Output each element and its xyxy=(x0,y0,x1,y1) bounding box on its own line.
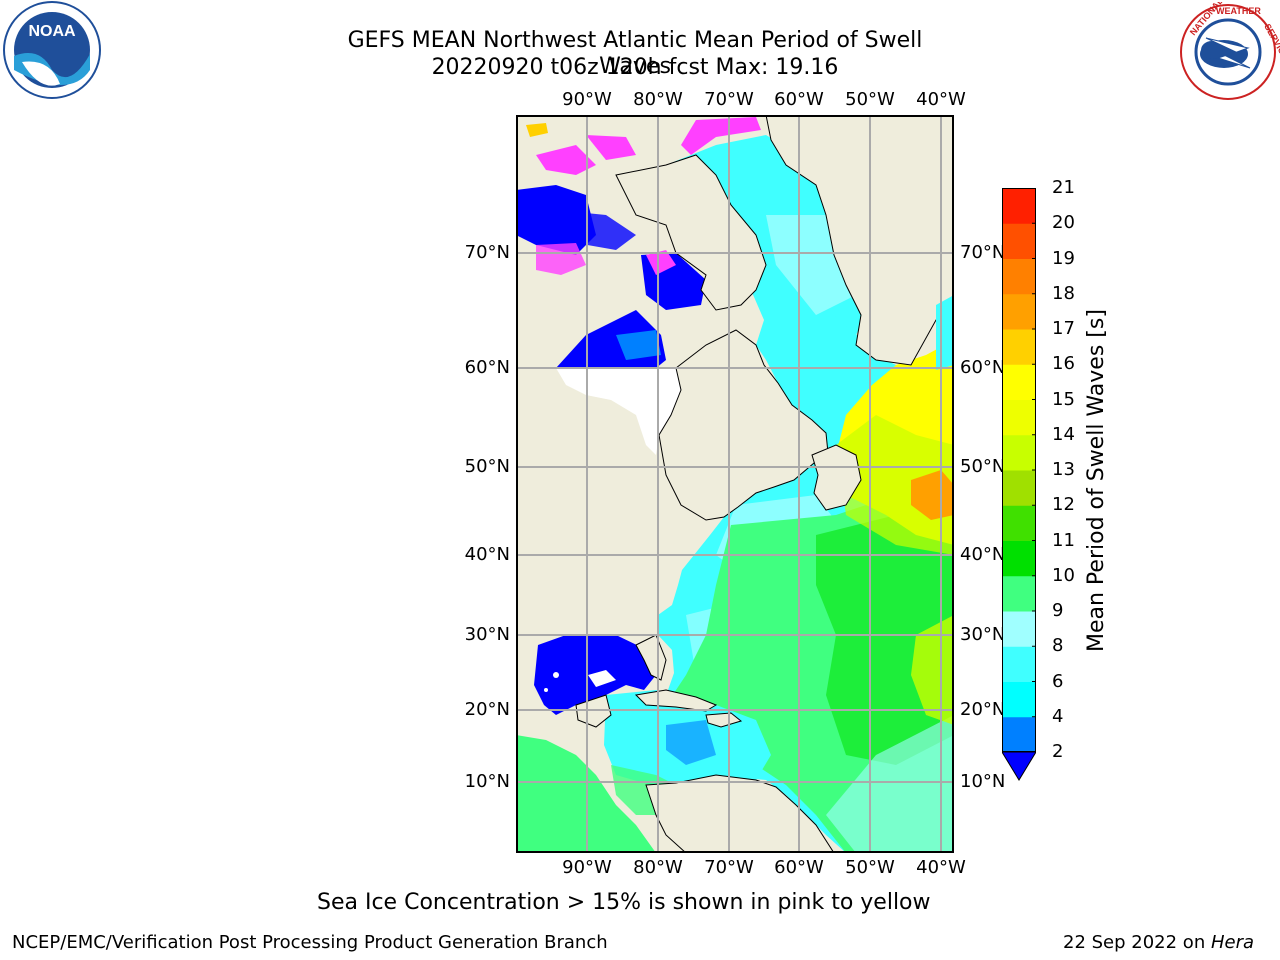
caribbean-dark-patch xyxy=(666,720,716,765)
newfoundland xyxy=(811,444,862,511)
sea-ice-pink-5 xyxy=(646,250,676,275)
sea-ice-note: Sea Ice Concentration > 15% is shown in … xyxy=(317,890,931,915)
colorbar-bin xyxy=(1002,470,1036,506)
lat-label-right-30n: 30°N xyxy=(960,624,1006,645)
colorbar-tick-label: 13 xyxy=(1052,459,1075,480)
lat-label-left-10n: 10°N xyxy=(464,771,510,792)
lon-label-top-40w: 40°W xyxy=(916,89,966,110)
map-svg xyxy=(516,115,954,853)
lon-label-top-70w: 70°W xyxy=(704,89,754,110)
lat-label-left-40n: 40°N xyxy=(464,544,510,565)
lat-label-right-50n: 50°N xyxy=(960,456,1006,477)
labrador-land xyxy=(658,329,829,521)
colorbar-bin xyxy=(1002,505,1036,541)
colorbar-bin xyxy=(1002,681,1036,718)
colorbar-tick-label: 6 xyxy=(1052,670,1064,692)
colorbar-tick-label: 4 xyxy=(1052,705,1064,727)
date-label: 22 Sep 2022 on Hera xyxy=(1063,932,1254,953)
colorbar-tick-label: 2 xyxy=(1052,741,1064,762)
colorbar-tick-label: 19 xyxy=(1052,247,1075,269)
colorbar-bin xyxy=(1002,540,1036,577)
lat-label-left-50n: 50°N xyxy=(464,456,510,477)
colorbar-tick-label: 18 xyxy=(1052,282,1075,304)
colorbar-tick-label: 21 xyxy=(1052,177,1075,198)
colorbar-tick-label: 10 xyxy=(1052,564,1075,586)
lon-label-top-60w: 60°W xyxy=(774,89,824,110)
lat-label-right-10n: 10°N xyxy=(960,771,1006,792)
chart-title: GEFS MEAN Northwest Atlantic Mean Period… xyxy=(347,28,923,79)
sea-ice-yellow xyxy=(526,123,548,137)
colorbar-tick-label: 16 xyxy=(1052,353,1075,375)
map-panel xyxy=(516,115,954,853)
hispaniola xyxy=(705,712,743,728)
lat-label-left-20n: 20°N xyxy=(464,699,510,720)
colorbar-bin xyxy=(1002,188,1036,224)
south-america xyxy=(645,774,835,853)
colorbar-bin xyxy=(1002,364,1036,400)
lon-label-bottom-60w: 60°W xyxy=(774,857,824,878)
noaa-logo: NOAA xyxy=(0,0,104,104)
hudson-bay-cyan xyxy=(616,330,661,360)
noaa-logo-text: NOAA xyxy=(28,23,76,40)
colorbar-title: Mean Period of Swell Waves [s] xyxy=(1084,309,1109,652)
lat-label-left-60n: 60°N xyxy=(464,357,510,378)
colorbar-tick-label: 12 xyxy=(1052,494,1075,516)
ocean-yellow-south xyxy=(911,615,954,725)
svg-text:WEATHER: WEATHER xyxy=(1216,6,1261,16)
colorbar-tick-label: 14 xyxy=(1052,423,1075,445)
cuba xyxy=(634,689,718,712)
colorbar-bin xyxy=(1002,223,1036,259)
colorbar xyxy=(1001,187,1037,782)
lat-label-left-30n: 30°N xyxy=(464,624,510,645)
sea-ice-pink-4 xyxy=(536,243,586,275)
greenland-sea-water xyxy=(936,295,954,370)
lon-label-bottom-50w: 50°W xyxy=(845,857,895,878)
lon-label-bottom-90w: 90°W xyxy=(562,857,612,878)
ocean-orange-patch xyxy=(911,470,954,520)
lon-label-top-80w: 80°W xyxy=(633,89,683,110)
host-text: Hera xyxy=(1210,932,1255,953)
lat-label-right-70n: 70°N xyxy=(960,242,1006,263)
lon-label-top-50w: 50°W xyxy=(845,89,895,110)
colorbar-bin xyxy=(1002,716,1036,753)
sea-ice-pink-2 xyxy=(586,135,636,160)
colorbar-bin xyxy=(1002,434,1036,471)
colorbar-under-arrow xyxy=(1001,751,1037,781)
ocean-yellowgreen-area xyxy=(836,415,954,555)
colorbar-tick-label: 20 xyxy=(1052,212,1075,234)
colorbar-bin xyxy=(1002,258,1036,295)
colorbar-bin xyxy=(1002,329,1036,365)
sea-ice-pink-1 xyxy=(536,145,596,175)
lat-label-left-70n: 70°N xyxy=(464,242,510,263)
colorbar-bin xyxy=(1002,575,1036,612)
colorbar-bin xyxy=(1002,646,1036,682)
colorbar-tick-label: 9 xyxy=(1052,600,1064,621)
ocean-green-2 xyxy=(816,515,954,765)
lat-label-right-40n: 40°N xyxy=(960,544,1006,565)
lat-label-right-60n: 60°N xyxy=(960,357,1006,378)
lon-label-bottom-80w: 80°W xyxy=(633,857,683,878)
lat-label-right-20n: 20°N xyxy=(960,699,1006,720)
lon-label-bottom-40w: 40°W xyxy=(916,857,966,878)
arctic-channels-2 xyxy=(556,210,636,250)
colorbar-bin xyxy=(1002,611,1036,647)
colorbar-tick-label: 17 xyxy=(1052,318,1075,339)
ocean-cyan-band xyxy=(826,715,954,853)
date-text: 22 Sep 2022 on xyxy=(1063,932,1206,953)
colorbar-bin xyxy=(1002,293,1036,330)
producer-label: NCEP/EMC/Verification Post Processing Pr… xyxy=(12,932,608,953)
colorbar-bin xyxy=(1002,399,1036,436)
chart-subtitle: 20220920 t06z 120h fcst Max: 19.16 xyxy=(431,55,839,80)
sea-ice-pink-3 xyxy=(681,117,761,155)
colorbar-tick-label: 15 xyxy=(1052,388,1075,410)
colorbar-tick-label: 11 xyxy=(1052,529,1075,551)
nws-logo: NATIONAL WEATHER SERVICE xyxy=(1178,0,1280,102)
lon-label-bottom-70w: 70°W xyxy=(704,857,754,878)
lon-label-top-90w: 90°W xyxy=(562,89,612,110)
colorbar-svg xyxy=(1001,187,1037,781)
colorbar-tick-label: 8 xyxy=(1052,635,1064,657)
graticule xyxy=(516,115,954,853)
